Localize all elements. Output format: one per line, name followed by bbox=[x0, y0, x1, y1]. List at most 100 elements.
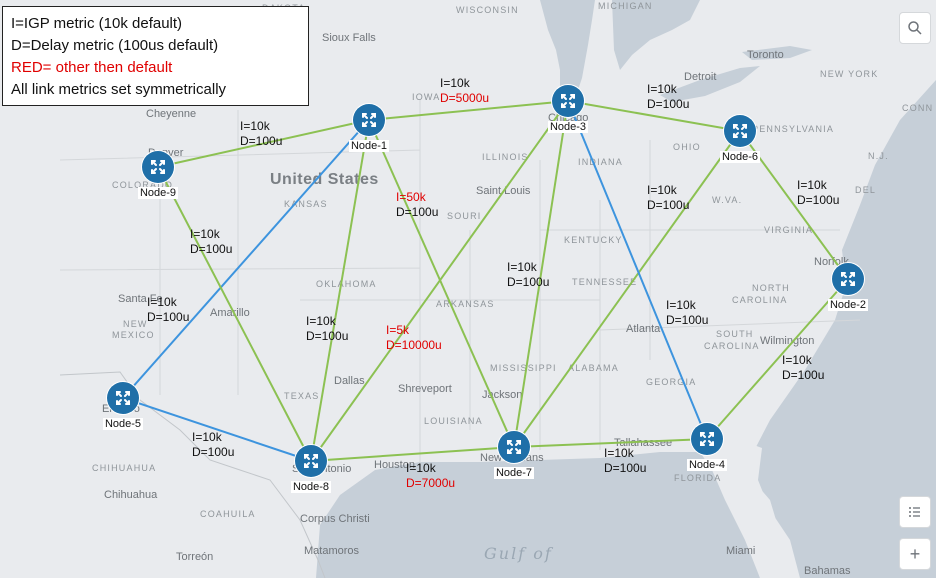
link-node-3-node-7[interactable] bbox=[513, 100, 569, 448]
place-cheyenne: Cheyenne bbox=[146, 108, 197, 120]
igp-metric-value: I=50k bbox=[396, 190, 426, 204]
place-miami: Miami bbox=[726, 545, 756, 557]
place-georgia: GEORGIA bbox=[646, 377, 697, 387]
place-south-carolina-1: SOUTH bbox=[716, 329, 754, 339]
legend-symmetric-line: All link metrics set symmetrically bbox=[11, 81, 227, 98]
igp-metric-value: I=10k bbox=[666, 298, 696, 312]
place-new-mexico-2: MEXICO bbox=[112, 330, 155, 340]
place-chicago: Chicago bbox=[548, 112, 589, 124]
node-8[interactable]: Node-8 bbox=[266, 445, 356, 505]
place-wisconsin: WISCONSIN bbox=[456, 5, 519, 15]
place-amarillo: Amarillo bbox=[210, 307, 250, 319]
layers-list-button[interactable] bbox=[899, 496, 931, 528]
node-label: Node-2 bbox=[803, 295, 893, 313]
router-icon[interactable] bbox=[724, 115, 756, 147]
delay-metric-value: D=5000u bbox=[440, 91, 490, 105]
node-label: Node-5 bbox=[78, 414, 168, 432]
place-mississippi: MISSISSIPPI bbox=[490, 363, 557, 373]
link-metric-label: I=10k D=100u bbox=[647, 183, 689, 213]
place-tennessee: TENNESSEE bbox=[572, 277, 638, 287]
node-3[interactable]: Node-3 bbox=[523, 85, 613, 145]
router-icon[interactable] bbox=[832, 263, 864, 295]
link-node-6-node-7[interactable] bbox=[513, 130, 741, 448]
place-chihuahua: Chihuahua bbox=[104, 489, 158, 501]
place-chihuahua-region: CHIHUAHUA bbox=[92, 463, 157, 473]
node-6[interactable]: Node-6 bbox=[695, 115, 785, 175]
place-north-carolina-2: CAROLINA bbox=[732, 295, 788, 305]
link-node-2-node-4[interactable] bbox=[706, 278, 849, 440]
link-node-5-node-1[interactable] bbox=[122, 119, 370, 399]
router-icon[interactable] bbox=[498, 431, 530, 463]
link-node-8-node-5[interactable] bbox=[122, 397, 312, 462]
place-south-carolina-2: CAROLINA bbox=[704, 341, 760, 351]
delay-metric-value: D=100u bbox=[647, 97, 690, 111]
legend-red-line: RED= other then default bbox=[11, 59, 173, 76]
place-santa-fe: Santa Fe bbox=[118, 293, 163, 305]
place-michigan: MICHIGAN bbox=[598, 1, 653, 11]
place-detroit: Detroit bbox=[684, 71, 717, 83]
link-node-1-node-8[interactable] bbox=[310, 119, 370, 462]
link-node-1-node-3[interactable] bbox=[368, 100, 569, 121]
delay-metric-value: D=10000u bbox=[386, 338, 442, 352]
place-kansas: KANSAS bbox=[284, 199, 328, 209]
igp-metric-value: I=10k bbox=[192, 430, 222, 444]
place-norfolk: Norfolk bbox=[814, 256, 849, 268]
node-label: Node-7 bbox=[469, 463, 559, 481]
node-label-text: Node-7 bbox=[493, 467, 535, 479]
place-new-york: NEW YORK bbox=[820, 69, 879, 79]
place-iowa: IOWA bbox=[412, 92, 441, 102]
link-node-3-node-4[interactable] bbox=[567, 100, 708, 440]
place-dallas: Dallas bbox=[334, 375, 365, 387]
lake-huron-water bbox=[612, 0, 700, 70]
link-metric-label: I=10k D=100u bbox=[647, 82, 689, 112]
link-node-9-node-8[interactable] bbox=[157, 166, 312, 462]
delay-metric-value: D=100u bbox=[797, 193, 840, 207]
router-icon[interactable] bbox=[353, 104, 385, 136]
igp-metric-value: I=10k bbox=[240, 119, 270, 133]
node-label-text: Node-3 bbox=[547, 121, 589, 133]
igp-metric-value: I=10k bbox=[306, 314, 336, 328]
search-button[interactable] bbox=[899, 12, 931, 44]
igp-metric-value: I=10k bbox=[190, 227, 220, 241]
place-bahamas: Bahamas bbox=[804, 565, 851, 577]
router-icon[interactable] bbox=[691, 423, 723, 455]
link-node-1-node-7[interactable] bbox=[368, 119, 515, 448]
link-node-7-node-8[interactable] bbox=[310, 446, 515, 462]
metric-legend: I=IGP metric (10k default) D=Delay metri… bbox=[2, 6, 309, 106]
node-1[interactable]: Node-1 bbox=[324, 104, 414, 164]
link-metric-label: I=10k D=100u bbox=[782, 353, 824, 383]
igp-metric-value: I=10k bbox=[440, 76, 470, 90]
igp-metric-value: I=10k bbox=[406, 461, 436, 475]
place-new-mexico-1: NEW bbox=[123, 319, 148, 329]
place-atlanta: Atlanta bbox=[626, 323, 661, 335]
link-node-9-node-1[interactable] bbox=[157, 119, 370, 168]
link-metric-label: I=10k D=100u bbox=[666, 298, 708, 328]
node-5[interactable]: Node-5 bbox=[78, 382, 168, 442]
delay-metric-value: D=100u bbox=[190, 242, 233, 256]
router-icon[interactable] bbox=[552, 85, 584, 117]
router-icon[interactable] bbox=[295, 445, 327, 477]
node-2[interactable]: Node-2 bbox=[803, 263, 893, 323]
link-node-3-node-8[interactable] bbox=[310, 100, 569, 462]
node-4[interactable]: Node-4 bbox=[662, 423, 752, 483]
place-houston: Houston bbox=[374, 459, 415, 471]
node-9[interactable]: Node-9 bbox=[113, 151, 203, 211]
node-7[interactable]: Node-7 bbox=[469, 431, 559, 491]
link-metric-label: I=10k D=100u bbox=[147, 295, 189, 325]
igp-metric-value: I=10k bbox=[797, 178, 827, 192]
igp-metric-value: I=5k bbox=[386, 323, 410, 337]
link-node-3-node-6[interactable] bbox=[567, 100, 741, 132]
place-jackson: Jackson bbox=[482, 389, 523, 401]
place-sioux-falls: Sioux Falls bbox=[322, 32, 376, 44]
link-node-4-node-7[interactable] bbox=[513, 438, 708, 448]
plus-icon: + bbox=[909, 543, 921, 564]
node-label-text: Node-9 bbox=[137, 187, 179, 199]
link-metric-label: I=10k D=100u bbox=[604, 446, 646, 476]
router-icon[interactable] bbox=[142, 151, 174, 183]
list-icon bbox=[909, 507, 920, 517]
legend-delay-line: D=Delay metric (100us default) bbox=[11, 37, 219, 54]
router-icon[interactable] bbox=[107, 382, 139, 414]
zoom-in-button[interactable]: + bbox=[899, 538, 931, 570]
